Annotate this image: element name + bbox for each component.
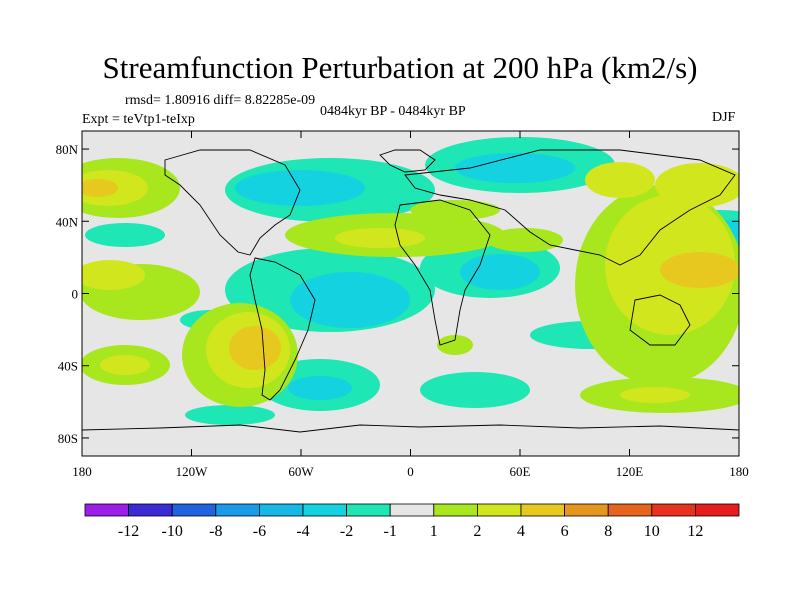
colorbar-label: -10 — [162, 523, 183, 540]
lon-tick-label: 180 — [729, 464, 749, 479]
colorbar-swatch — [215, 503, 260, 517]
south-america-coast — [249, 257, 316, 401]
latitude-axis: 80N 40N 0 40S 80S — [56, 142, 739, 446]
contour-neg-north-pacific — [85, 223, 165, 247]
lat-tick-label: 40N — [56, 214, 79, 229]
coastlines — [82, 149, 739, 433]
colorbar-label: 8 — [604, 523, 612, 540]
map-plot-area: 80N 40N 0 40S 80S 180 120W 60W 0 60E 120E 180 — [56, 130, 749, 479]
contour-pos-mediterranean — [410, 200, 500, 220]
contour-pos-south-africa — [437, 335, 473, 355]
africa-coast — [394, 199, 491, 346]
colorbar-swatch — [346, 503, 391, 517]
colorbar-label: -4 — [296, 523, 309, 540]
colorbar-label: -8 — [209, 523, 222, 540]
lon-tick-label: 60E — [510, 464, 531, 479]
lon-tick-label: 120W — [176, 464, 209, 479]
lon-tick-label: 120E — [616, 464, 644, 479]
colorbar-swatch — [389, 503, 435, 517]
colorbar: -12 -10 -8 -6 -4 -2 -1 1 2 4 6 8 10 12 — [84, 503, 740, 540]
season-label: DJF — [712, 110, 736, 125]
eurasia-coast — [404, 149, 736, 266]
contour-neg-south-atlantic-core — [288, 376, 352, 400]
colorbar-label: -12 — [118, 523, 139, 540]
greenland-coast — [379, 149, 436, 173]
contour-pos-east-asia — [585, 162, 655, 198]
colorbar-label: -6 — [253, 523, 266, 540]
rmsd-label: rmsd= 1.80916 diff= 8.82285e-09 — [125, 93, 316, 108]
contour-pos-subtropical-atlantic-mid — [335, 228, 425, 248]
map-title: Streamfunction Perturbation at 200 hPa (… — [102, 50, 698, 85]
contour-pos-bering-core — [82, 179, 118, 197]
contour-pos-arabia — [487, 228, 563, 252]
contour-pos-northwest-pacific — [655, 163, 739, 207]
colorbar-label: 2 — [473, 523, 481, 540]
colorbar-swatch — [433, 503, 478, 517]
colorbar-label: 4 — [517, 523, 525, 540]
colorbar-swatch — [128, 503, 173, 517]
contour-pos-southeast-pacific-mid — [100, 355, 150, 375]
contour-pos-southern-ocean-mid — [620, 387, 690, 403]
colorbar-label: 6 — [561, 523, 569, 540]
lon-tick-label: 180 — [72, 464, 92, 479]
contour-neg-southern-indian — [420, 372, 530, 408]
lat-tick-label: 80N — [56, 142, 79, 157]
colorbar-swatch — [651, 503, 696, 517]
contour-neg-north-atlantic-core — [235, 170, 365, 206]
lat-tick-label: 80S — [58, 431, 78, 446]
colorbar-swatch — [84, 503, 129, 517]
contour-pos-central-pacific-mid — [82, 260, 145, 290]
colorbar-swatch — [695, 503, 740, 517]
lat-tick-label: 40S — [58, 359, 78, 374]
lon-tick-label: 0 — [407, 464, 414, 479]
colorbar-swatch — [564, 503, 609, 517]
experiment-label: Expt = teVtp1-teIxp — [82, 112, 195, 127]
longitude-axis: 180 120W 60W 0 60E 120E 180 — [72, 131, 749, 479]
colorbar-swatch — [258, 503, 304, 517]
colorbar-swatch — [607, 503, 653, 517]
contour-neg-tropical-atlantic-core — [290, 272, 410, 328]
period-label: 0484kyr BP - 0484kyr BP — [320, 104, 466, 119]
lat-tick-label: 0 — [72, 287, 79, 302]
colorbar-label: 10 — [644, 523, 660, 540]
contour-neg-arctic-asia-core — [455, 153, 575, 183]
contour-fills — [82, 137, 739, 425]
australia-coast — [629, 294, 691, 346]
colorbar-swatch — [171, 503, 217, 517]
colorbar-label: 1 — [430, 523, 438, 540]
north-america-coast — [164, 149, 301, 256]
colorbar-swatch — [476, 503, 522, 517]
colorbar-label: -1 — [384, 523, 397, 540]
colorbar-swatch — [302, 503, 347, 517]
antarctica-coast — [82, 424, 739, 433]
contour-neg-indian-core — [460, 254, 540, 290]
colorbar-swatch — [520, 503, 565, 517]
colorbar-label: 12 — [687, 523, 703, 540]
contour-pos-south-pacific-core — [229, 326, 281, 370]
contour-pos-asia-pacific-core — [660, 252, 739, 288]
colorbar-label: -2 — [340, 523, 353, 540]
contour-neg-southern-pacific — [185, 405, 275, 425]
lon-tick-label: 60W — [288, 464, 314, 479]
